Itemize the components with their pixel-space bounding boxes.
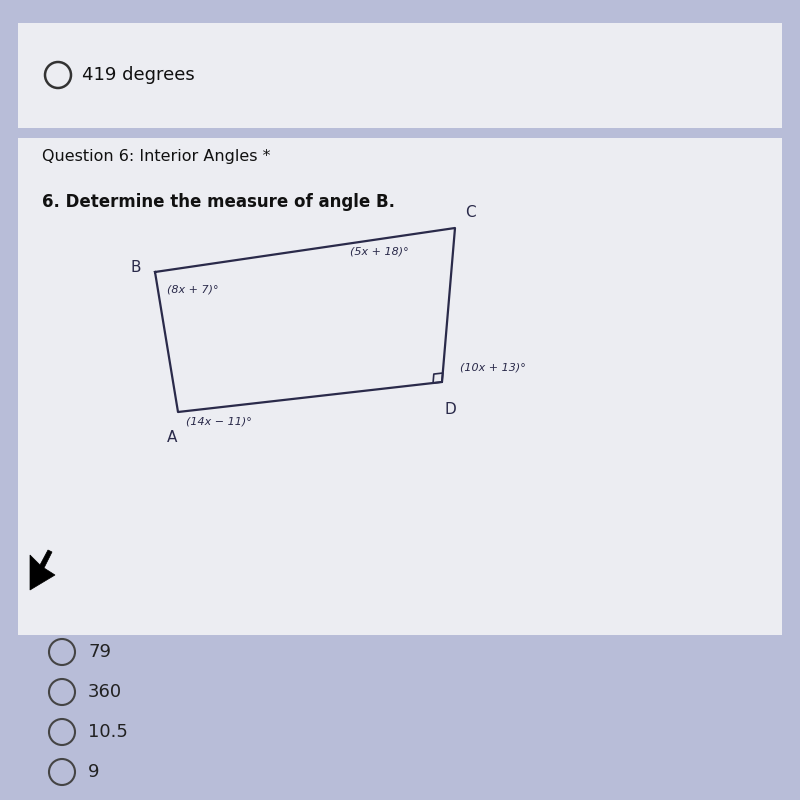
Text: 360: 360: [88, 683, 122, 701]
FancyBboxPatch shape: [18, 138, 782, 635]
Text: 6. Determine the measure of angle B.: 6. Determine the measure of angle B.: [42, 193, 395, 211]
Text: 9: 9: [88, 763, 99, 781]
Text: C: C: [465, 205, 476, 220]
Circle shape: [49, 679, 75, 705]
Circle shape: [49, 639, 75, 665]
Text: D: D: [444, 402, 456, 417]
Text: 419 degrees: 419 degrees: [82, 66, 194, 84]
Text: 10.5: 10.5: [88, 723, 128, 741]
Circle shape: [49, 719, 75, 745]
Text: A: A: [167, 430, 177, 445]
Text: (10x + 13)°: (10x + 13)°: [460, 362, 526, 372]
Circle shape: [45, 62, 71, 88]
Text: (5x + 18)°: (5x + 18)°: [350, 246, 409, 256]
Circle shape: [49, 759, 75, 785]
Text: Question 6: Interior Angles *: Question 6: Interior Angles *: [42, 149, 270, 163]
Text: B: B: [130, 261, 141, 275]
Text: (14x − 11)°: (14x − 11)°: [186, 416, 252, 426]
Text: 79: 79: [88, 643, 111, 661]
Polygon shape: [30, 550, 55, 590]
FancyBboxPatch shape: [18, 23, 782, 128]
Text: (8x + 7)°: (8x + 7)°: [167, 284, 218, 294]
